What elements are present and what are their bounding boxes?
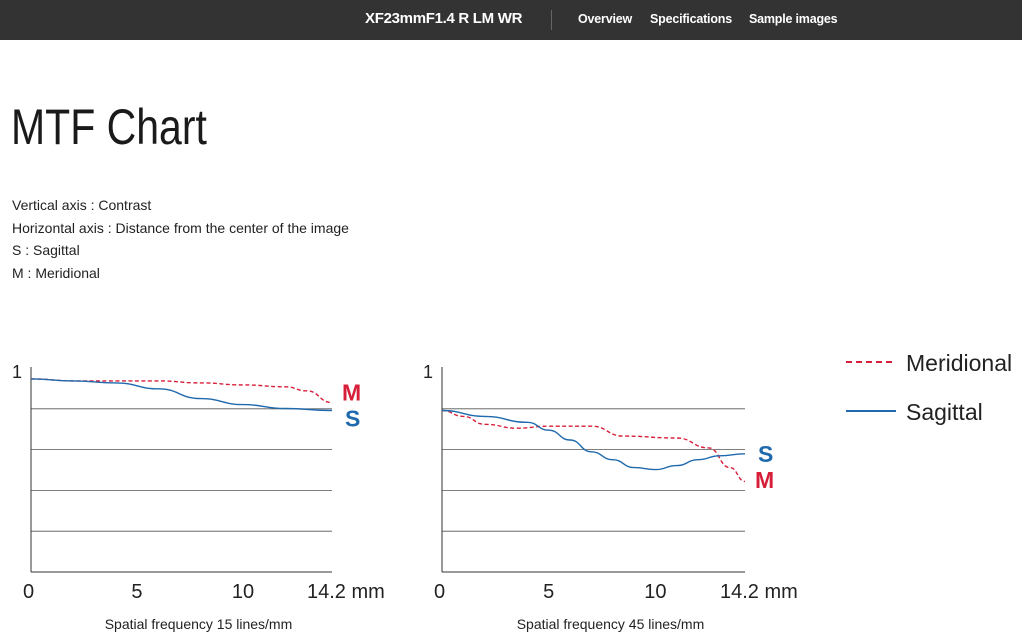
nav-divider <box>551 10 552 30</box>
top-navigation-bar: XF23mmF1.4 R LM WR Overview Specificatio… <box>0 0 1022 40</box>
chart-legend: Meridional Sagittal <box>846 350 1012 425</box>
meridional-end-label: M <box>755 467 774 493</box>
sagittal-end-label: S <box>758 441 773 467</box>
x-tick-label: 5 <box>543 581 554 603</box>
chart-description: Vertical axis : Contrast Horizontal axis… <box>12 194 349 284</box>
nav-sample-images[interactable]: Sample images <box>749 12 838 26</box>
y-tick-label: 1 <box>12 362 22 382</box>
x-axis-label: Spatial frequency 45 lines/mm <box>517 616 705 632</box>
x-tick-label: 10 <box>644 581 666 603</box>
series-line-meridional <box>441 409 746 483</box>
legend-meridional-label: Meridional <box>906 350 1012 376</box>
description-line-meridional: M : Meridional <box>12 264 100 281</box>
series-line-sagittal <box>30 378 333 412</box>
x-tick-label: 14.2 mm <box>720 581 798 603</box>
legend-sagittal-label: Sagittal <box>906 399 983 425</box>
x-axis-label: Spatial frequency 15 lines/mm <box>105 616 293 632</box>
nav-specifications[interactable]: Specifications <box>650 12 732 26</box>
x-tick-label: 0 <box>23 581 34 603</box>
page-title: MTF Chart <box>11 99 207 155</box>
x-tick-label: 14.2 mm <box>307 581 385 603</box>
description-line-sagittal: S : Sagittal <box>12 242 80 258</box>
series-line-meridional <box>30 378 333 404</box>
x-tick-label: 5 <box>131 581 142 603</box>
meridional-end-label: M <box>342 380 361 406</box>
x-tick-label: 0 <box>434 581 445 603</box>
series-line-sagittal <box>441 409 746 471</box>
description-line-horizontal-axis: Horizontal axis : Distance from the cent… <box>12 219 349 236</box>
product-name[interactable]: XF23mmF1.4 R LM WR <box>365 10 523 27</box>
sagittal-end-label: S <box>345 406 360 432</box>
nav-overview[interactable]: Overview <box>578 12 632 26</box>
x-tick-label: 10 <box>232 581 254 603</box>
description-line-vertical-axis: Vertical axis : Contrast <box>12 197 152 213</box>
y-tick-label: 1 <box>423 362 433 382</box>
